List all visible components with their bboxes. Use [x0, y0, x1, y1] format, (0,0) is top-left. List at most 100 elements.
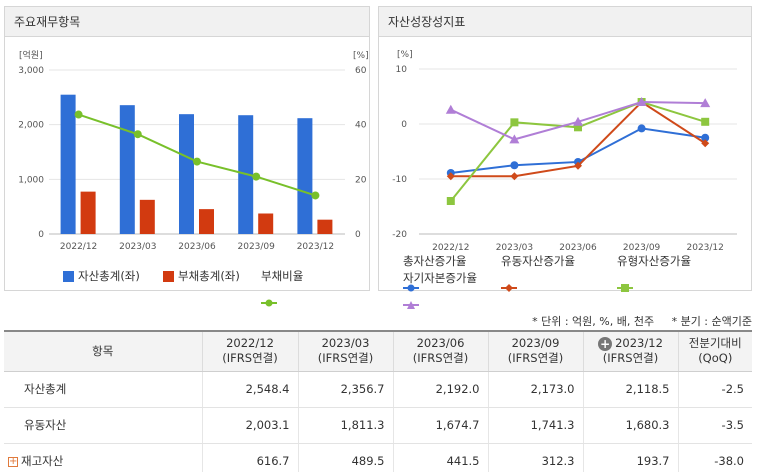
- x-tick-label: 2023/12: [297, 242, 334, 252]
- table-cell: 1,674.7: [392, 407, 488, 444]
- data-point: [311, 191, 320, 200]
- legend-label-equity-growth: 자기자본증가율: [403, 271, 478, 285]
- y-tick-label-right: 40: [355, 121, 367, 131]
- bar: [60, 94, 76, 234]
- column-header-period: 2023/09 (IFRS연결): [487, 330, 583, 372]
- legend-marker-equity-growth: [403, 301, 419, 309]
- x-tick-label: 2023/03: [496, 243, 533, 253]
- table-cell: 441.5: [392, 443, 488, 472]
- qoq-cell: -2.5: [677, 371, 752, 408]
- y-tick-label-left: 1,000: [18, 175, 44, 185]
- x-tick-label: 2022/12: [432, 243, 469, 253]
- chart1-legend: 자산총계(좌) 부채총계(좌) 부채비율: [5, 265, 371, 307]
- legend-marker-debt-ratio: [261, 299, 277, 307]
- bar: [80, 191, 96, 234]
- table-cell: 2,173.0: [487, 371, 583, 408]
- row-label: 자산총계: [4, 371, 202, 408]
- column-header-period: 2023/03 (IFRS연결): [297, 330, 393, 372]
- table-cell: 2,003.1: [201, 407, 298, 444]
- qoq-cell: -38.0: [677, 443, 752, 472]
- bar: [119, 105, 135, 234]
- legend-item-equity-growth[interactable]: 자기자본증가율: [403, 270, 478, 309]
- y-tick-label-left: 3,000: [18, 66, 44, 76]
- data-point: [133, 130, 142, 139]
- data-point: [193, 157, 201, 166]
- table-cell: 489.5: [297, 443, 393, 472]
- x-tick-label: 2023/12: [687, 243, 724, 253]
- data-point: [509, 134, 520, 144]
- y-tick-label: -20: [392, 230, 407, 240]
- column-header-period: 2022/12 (IFRS연결): [201, 330, 298, 372]
- data-point: [700, 98, 711, 108]
- x-tick-label: 2023/09: [623, 243, 661, 253]
- bar: [258, 213, 274, 234]
- main-financials-panel: 주요재무항목 0 1,000 2,000 3,000 0 20 40 60 [억원] [%] 202…: [4, 6, 371, 307]
- bar: [139, 199, 155, 234]
- legend-item-current-asset-growth[interactable]: 유동자산증가율: [501, 253, 576, 292]
- table-header-row: 항목 2022/12 (IFRS연결) 2023/03 (IFRS연결) 2023/…: [4, 330, 752, 372]
- row-label-expandable[interactable]: + 재고자산: [4, 443, 202, 472]
- table-cell: 193.7: [582, 443, 678, 472]
- data-point: [510, 118, 519, 127]
- table-cell: 2,118.5: [582, 371, 678, 408]
- legend-marker-tangible-asset-growth: [617, 284, 633, 292]
- data-point: [446, 172, 455, 181]
- column-header-qoq: 전분기대비 (QoQ): [677, 330, 752, 372]
- legend-label-current-asset-growth: 유동자산증가율: [501, 254, 576, 268]
- data-point: [701, 133, 710, 142]
- legend-item-tangible-asset-growth[interactable]: 유형자산증가율: [617, 253, 692, 292]
- legend-item-total-asset-growth[interactable]: 총자산증가율: [403, 253, 466, 292]
- series-line-debt-ratio: [78, 113, 316, 197]
- x-tick-label: 2023/03: [119, 242, 156, 252]
- column-header-item: 항목: [4, 330, 202, 372]
- bar: [199, 209, 214, 234]
- data-point: [74, 110, 83, 119]
- data-point: [636, 97, 647, 106]
- y-axis-unit: [%]: [397, 50, 413, 60]
- data-point: [252, 172, 261, 181]
- asset-growth-panel: 자산성장성지표 -20 -10 0 10 [%] 2022/12 2023/03 2023/0…: [378, 6, 753, 309]
- table-row: 유동자산 2,003.1 1,811.3 1,674.7 1,741.3 1,6…: [4, 407, 752, 444]
- x-tick-label: 2023/06: [178, 242, 216, 252]
- y-axis-unit-right: [%]: [353, 51, 369, 61]
- data-point: [510, 172, 519, 181]
- table-cell: 2,192.0: [392, 371, 488, 408]
- legend-label-assets: 자산총계(좌): [78, 269, 140, 283]
- legend-marker-total-asset-growth: [403, 284, 419, 292]
- legend-label-liabilities: 부채총계(좌): [178, 269, 240, 283]
- panel-title-asset-growth: 자산성장성지표: [379, 7, 751, 37]
- y-tick-label-right: 0: [355, 230, 361, 240]
- bar: [317, 219, 333, 234]
- legend-item-debt-ratio[interactable]: 부채비율: [261, 268, 303, 307]
- data-point: [446, 197, 455, 205]
- note-quarter: * 분기 : 순액기준: [671, 315, 752, 328]
- data-point: [510, 161, 519, 170]
- table-row: + 재고자산 616.7 489.5 441.5 312.3 193.7 -38.…: [4, 443, 752, 472]
- table-cell: 312.3: [487, 443, 583, 472]
- column-header-period: +2023/12 (IFRS연결): [582, 330, 678, 372]
- y-tick-label: 10: [396, 65, 408, 75]
- row-label: 재고자산: [21, 454, 64, 468]
- legend-item-assets[interactable]: 자산총계(좌): [63, 268, 140, 284]
- expand-columns-icon[interactable]: +: [598, 336, 613, 351]
- table-cell: 616.7: [201, 443, 298, 472]
- data-point: [701, 117, 710, 126]
- table-cell: 1,680.3: [582, 407, 678, 444]
- row-label: 유동자산: [4, 407, 202, 444]
- y-tick-label: -10: [392, 175, 407, 185]
- expand-row-icon[interactable]: +: [8, 455, 18, 467]
- financial-table: 항목 2022/12 (IFRS연결) 2023/03 (IFRS연결) 2023/…: [4, 330, 752, 472]
- data-point: [573, 116, 583, 126]
- note-unit: * 단위 : 억원, %, 배, 천주: [532, 315, 655, 328]
- data-point: [637, 124, 646, 133]
- table-cell: 1,811.3: [297, 407, 393, 444]
- legend-item-liabilities[interactable]: 부채총계(좌): [163, 268, 240, 284]
- y-tick-label-left: 0: [38, 230, 44, 240]
- legend-swatch-assets: [63, 270, 74, 282]
- legend-label-tangible-asset-growth: 유형자산증가율: [617, 254, 692, 268]
- chart2-legend: 총자산증가율 유동자산증가율 유형자산증가율 자기자본증가율: [379, 253, 753, 309]
- y-tick-label-right: 60: [355, 66, 367, 76]
- table-row: 자산총계 2,548.4 2,356.7 2,192.0 2,173.0 2,1…: [4, 371, 752, 408]
- y-tick-label-right: 20: [355, 175, 367, 185]
- data-point: [701, 139, 710, 148]
